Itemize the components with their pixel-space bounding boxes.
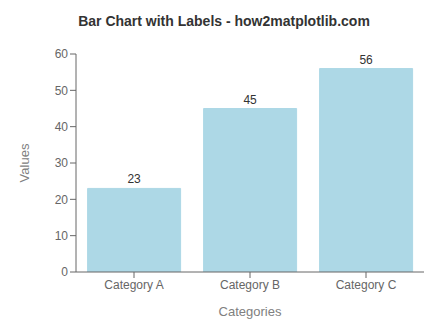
svg-text:10: 10 bbox=[55, 229, 69, 243]
html-text:Bar Chart with Labels - how2ma: Bar Chart with Labels - how2matplotlib.c… bbox=[78, 13, 370, 29]
svg-text:45: 45 bbox=[243, 93, 257, 107]
svg-text:56: 56 bbox=[359, 53, 373, 67]
svg-text:Category B: Category B bbox=[220, 278, 280, 292]
svg-text:30: 30 bbox=[55, 156, 69, 170]
svg-text:Categories: Categories bbox=[219, 304, 282, 319]
svg-text:40: 40 bbox=[55, 120, 69, 134]
svg-text:0: 0 bbox=[61, 265, 68, 279]
svg-text:50: 50 bbox=[55, 84, 69, 98]
svg-text:20: 20 bbox=[55, 193, 69, 207]
svg-text:Category C: Category C bbox=[336, 278, 397, 292]
svg-text:Category A: Category A bbox=[104, 278, 163, 292]
svg-text:Values: Values bbox=[17, 143, 32, 182]
svg-text:23: 23 bbox=[127, 172, 141, 186]
svg-text:60: 60 bbox=[55, 47, 69, 61]
